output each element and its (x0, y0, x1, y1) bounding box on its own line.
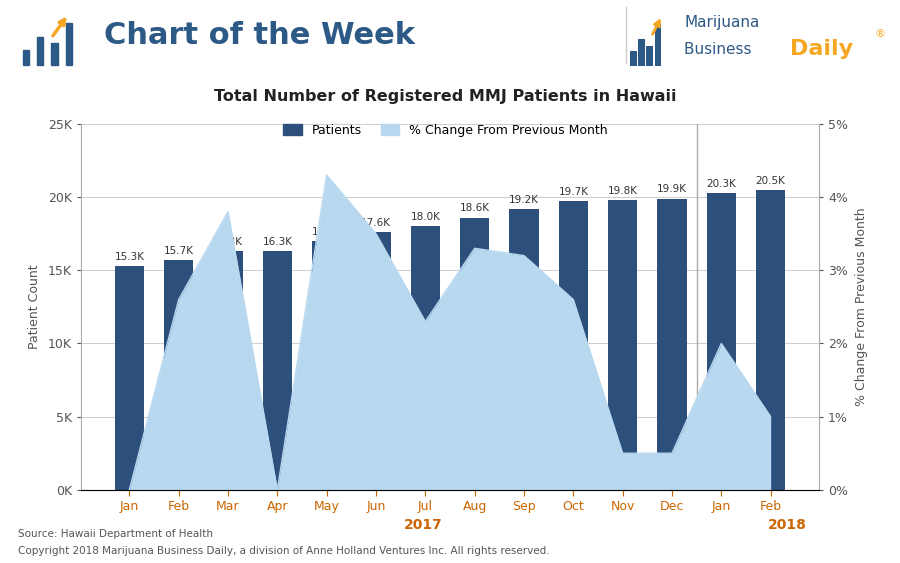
Bar (706, 193, 736, 490)
Text: 20.3K: 20.3K (706, 178, 736, 189)
Bar (66, 23, 72, 65)
Bar (608, 200, 637, 490)
Bar (630, 51, 636, 66)
Bar (638, 39, 644, 66)
Text: 19.7K: 19.7K (558, 187, 589, 198)
Bar (460, 217, 490, 490)
Text: 19.2K: 19.2K (509, 195, 539, 205)
Bar (756, 190, 786, 490)
Text: 19.9K: 19.9K (657, 185, 687, 194)
Bar (213, 251, 243, 490)
Text: Source: Hawaii Department of Health: Source: Hawaii Department of Health (18, 529, 213, 539)
Text: 16.3K: 16.3K (213, 237, 243, 247)
Text: Daily: Daily (790, 39, 853, 59)
Text: 16.3K: 16.3K (262, 237, 292, 247)
Text: 15.3K: 15.3K (114, 252, 144, 262)
Bar (263, 251, 293, 490)
Text: Chart of the Week: Chart of the Week (104, 21, 415, 50)
Bar (410, 226, 440, 490)
Text: Total Number of Registered MMJ Patients in Hawaii: Total Number of Registered MMJ Patients … (214, 89, 677, 104)
Text: Business: Business (684, 42, 756, 57)
Text: 17.0K: 17.0K (311, 227, 342, 237)
Text: 20.5K: 20.5K (756, 176, 786, 186)
Text: Marijuana: Marijuana (684, 15, 760, 30)
Text: ®: ® (875, 29, 886, 39)
Text: 19.8K: 19.8K (608, 186, 638, 196)
Text: 18.6K: 18.6K (460, 203, 490, 213)
Text: Copyright 2018 Marijuana Business Daily, a division of Anne Holland Ventures Inc: Copyright 2018 Marijuana Business Daily,… (18, 546, 550, 556)
Bar (509, 209, 539, 490)
Y-axis label: Patient Count: Patient Count (28, 265, 41, 349)
Text: 2017: 2017 (403, 518, 443, 532)
Bar (657, 199, 687, 490)
Bar (361, 232, 391, 490)
Bar (646, 46, 652, 66)
Bar (37, 37, 43, 65)
Bar (654, 23, 662, 66)
Bar (164, 260, 194, 490)
Bar (22, 50, 29, 65)
Bar (51, 43, 58, 65)
Y-axis label: % Change From Previous Month: % Change From Previous Month (855, 208, 868, 406)
Text: 15.7K: 15.7K (164, 246, 194, 256)
Text: 18.0K: 18.0K (410, 212, 440, 222)
Bar (559, 202, 588, 490)
Legend: Patients, % Change From Previous Month: Patients, % Change From Previous Month (278, 119, 613, 142)
Text: 17.6K: 17.6K (361, 218, 391, 228)
Bar (114, 266, 144, 490)
Text: 2018: 2018 (768, 518, 807, 532)
Bar (312, 241, 341, 490)
